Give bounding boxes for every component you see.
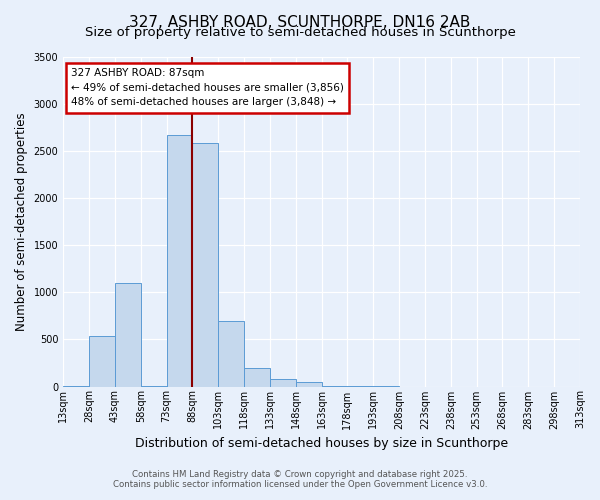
Bar (218, 322, 244, 386)
Bar (270, 379, 296, 386)
Bar (193, 143, 218, 386)
Y-axis label: Number of semi-detached properties: Number of semi-detached properties (15, 112, 28, 331)
Text: 327 ASHBY ROAD: 87sqm
← 49% of semi-detached houses are smaller (3,856)
48% of s: 327 ASHBY ROAD: 87sqm ← 49% of semi-deta… (71, 68, 344, 108)
Bar (244, 368, 270, 386)
Text: Contains HM Land Registry data © Crown copyright and database right 2025.
Contai: Contains HM Land Registry data © Crown c… (113, 470, 487, 489)
Bar (115, 283, 140, 387)
Bar (89, 336, 115, 386)
Text: 327, ASHBY ROAD, SCUNTHORPE, DN16 2AB: 327, ASHBY ROAD, SCUNTHORPE, DN16 2AB (130, 15, 470, 30)
Text: Size of property relative to semi-detached houses in Scunthorpe: Size of property relative to semi-detach… (85, 26, 515, 39)
Bar (296, 382, 322, 386)
X-axis label: Distribution of semi-detached houses by size in Scunthorpe: Distribution of semi-detached houses by … (135, 437, 508, 450)
Bar (167, 135, 193, 386)
